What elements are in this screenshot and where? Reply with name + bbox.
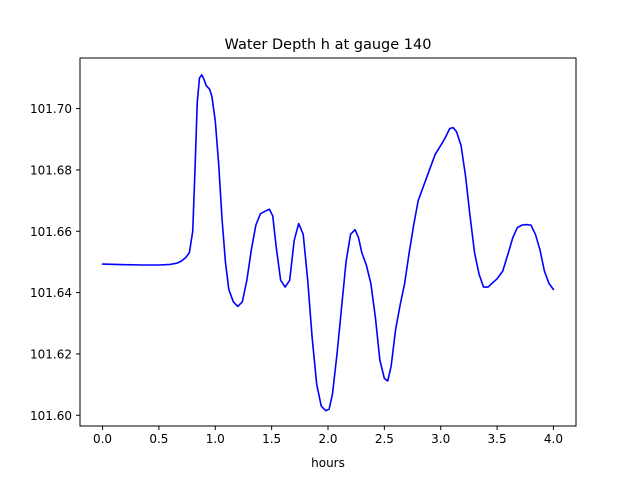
series-line-0: [101, 74, 555, 412]
y-tick-label: 101.66: [30, 225, 72, 239]
y-tick-label: 101.62: [30, 347, 72, 361]
x-tick-label: 0.5: [149, 432, 168, 446]
y-tick-label: 101.64: [30, 286, 72, 300]
y-tick-label: 101.70: [30, 102, 72, 116]
x-tick-label: 1.0: [206, 432, 225, 446]
x-tick-label: 2.5: [375, 432, 394, 446]
x-axis: 0.0 0.5 1.0 1.5 2.0 2.5 3.0 3.5 4.0: [93, 426, 563, 446]
y-tick-label: 101.68: [30, 163, 72, 177]
y-tick-label: 101.60: [30, 409, 72, 423]
x-tick-label: 3.5: [488, 432, 507, 446]
x-tick-label: 0.0: [93, 432, 112, 446]
x-tick-label: 2.0: [318, 432, 337, 446]
x-tick-label: 4.0: [544, 432, 563, 446]
y-axis: 101.60 101.62 101.64 101.66 101.68 101.70: [30, 102, 80, 423]
x-axis-label: hours: [311, 456, 345, 470]
x-tick-label: 1.5: [262, 432, 281, 446]
chart-title: Water Depth h at gauge 140: [225, 37, 432, 53]
x-tick-label: 3.0: [431, 432, 450, 446]
